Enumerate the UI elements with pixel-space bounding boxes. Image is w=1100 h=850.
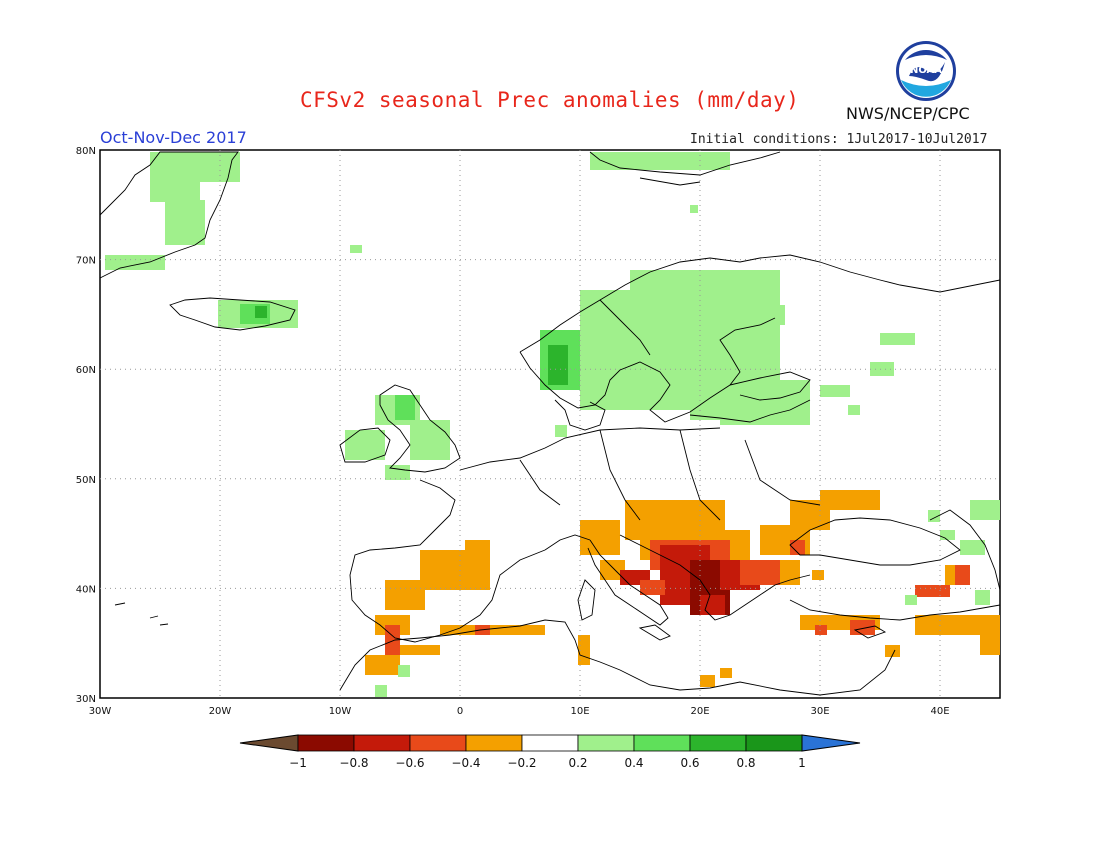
anomaly-cell (410, 420, 450, 460)
colorbar-tick-label: −0.4 (451, 756, 480, 770)
anomaly-cell (105, 255, 165, 270)
colorbar-tick-label: −0.6 (395, 756, 424, 770)
anomaly-cell (975, 590, 990, 605)
anomaly-cell (915, 615, 1000, 635)
colorbar-tick-label: −0.8 (339, 756, 368, 770)
colorbar-bin (353, 734, 411, 752)
anomaly-cell (500, 625, 545, 635)
anomaly-cell (200, 152, 240, 182)
map-frame (99, 149, 1001, 699)
anomaly-cell (960, 540, 985, 555)
colorbar-bin (465, 734, 523, 752)
lat-tick-label: 80N (76, 146, 96, 157)
anomaly-cell (375, 685, 387, 697)
anomaly-cell (365, 655, 400, 675)
lon-tick-label: 30E (810, 706, 829, 717)
anomaly-cell (915, 585, 950, 597)
anomaly-cell (385, 465, 410, 480)
anomaly-cell (440, 625, 500, 635)
anomaly-cell (720, 380, 810, 425)
anomaly-cell (812, 570, 824, 580)
axis-labels: 30W 20W 10W 0 10E 20E 30E 40E 80N 70N 60N 50N 40N 30N (76, 146, 950, 717)
anomaly-cell (970, 500, 1000, 520)
anomaly-cell (580, 520, 620, 555)
anomaly-cell (980, 625, 1000, 655)
anomaly-cell (885, 645, 900, 657)
colorbar-tick-label: 0.4 (624, 756, 643, 770)
anomaly-cell (820, 490, 880, 510)
anomaly-cell (398, 665, 410, 677)
colorbar-bin (745, 734, 803, 752)
anomaly-cell (720, 668, 732, 678)
anomaly-cell (555, 425, 567, 437)
colorbar-bin (689, 734, 747, 752)
anomaly-cell (820, 385, 850, 397)
colorbar-tick-label: 0.6 (680, 756, 699, 770)
lat-tick-label: 70N (76, 256, 96, 267)
anomaly-cell (345, 430, 385, 460)
lon-tick-label: 10W (329, 706, 352, 717)
lon-tick-label: 0 (457, 706, 463, 717)
lon-tick-label: 20E (690, 706, 709, 717)
anomaly-cell (848, 405, 860, 415)
anomaly-cell (760, 305, 785, 325)
lat-tick-label: 40N (76, 584, 96, 595)
colorbar-bins (239, 734, 861, 752)
lat-tick-label: 50N (76, 475, 96, 486)
colorbar-tick-label: 0.8 (736, 756, 755, 770)
anomaly-cell (165, 200, 205, 245)
anomaly-cell (940, 530, 955, 540)
anomaly-cell (700, 675, 715, 687)
colorbar-tick-label: −1 (289, 756, 307, 770)
noaa-logo-icon: NOAA (896, 41, 956, 101)
logo-text: NOAA (910, 65, 942, 76)
colorbar-bin (409, 734, 467, 752)
anomaly-cell (690, 205, 698, 213)
anomaly-cell (870, 362, 894, 376)
anomaly-cell (150, 152, 200, 202)
colorbar-tick-label: 1 (798, 756, 806, 770)
anomaly-cell (395, 395, 415, 420)
colorbar-bin (577, 734, 635, 752)
anomaly-cell (255, 306, 267, 318)
lon-tick-label: 30W (89, 706, 112, 717)
anomaly-cell (700, 595, 725, 615)
anomaly-cell (905, 595, 917, 605)
anomaly-cell (790, 540, 805, 555)
colorbar-tick-label: −0.2 (507, 756, 536, 770)
gridlines (100, 150, 1000, 698)
anomaly-cell (400, 645, 440, 655)
colorbar-high-extreme (801, 734, 861, 752)
colorbar-bin (521, 734, 579, 752)
lon-tick-label: 40E (930, 706, 949, 717)
anomaly-cell (815, 625, 827, 635)
colorbar-tick-label: 0.2 (568, 756, 587, 770)
colorbar-low-extreme (239, 734, 299, 752)
organization-label: NWS/NCEP/CPC (846, 104, 970, 123)
lon-tick-label: 20W (209, 706, 232, 717)
lat-tick-label: 60N (76, 365, 96, 376)
anomaly-cell (548, 345, 568, 385)
anomaly-cell (590, 152, 730, 170)
coastlines (99, 151, 1001, 696)
chart-title: CFSv2 seasonal Prec anomalies (mm/day) (300, 88, 800, 112)
initial-conditions-label: Initial conditions: 1Jul2017-10Jul2017 (690, 132, 988, 147)
anomaly-cell (350, 245, 362, 253)
anomaly-cell (465, 540, 490, 565)
anomaly-cell (640, 580, 665, 595)
lat-tick-label: 30N (76, 694, 96, 705)
anomaly-cell (955, 565, 970, 585)
anomaly-cell (600, 560, 625, 580)
anomaly-cell (385, 580, 425, 610)
colorbar-tick-labels: −1 −0.8 −0.6 −0.4 −0.2 0.2 0.4 0.6 0.8 1 (289, 756, 806, 770)
colorbar-bin (297, 734, 355, 752)
anomaly-cell (880, 333, 915, 345)
colorbar-bin (633, 734, 691, 752)
season-label: Oct-Nov-Dec 2017 (100, 128, 247, 147)
lon-tick-label: 10E (570, 706, 589, 717)
